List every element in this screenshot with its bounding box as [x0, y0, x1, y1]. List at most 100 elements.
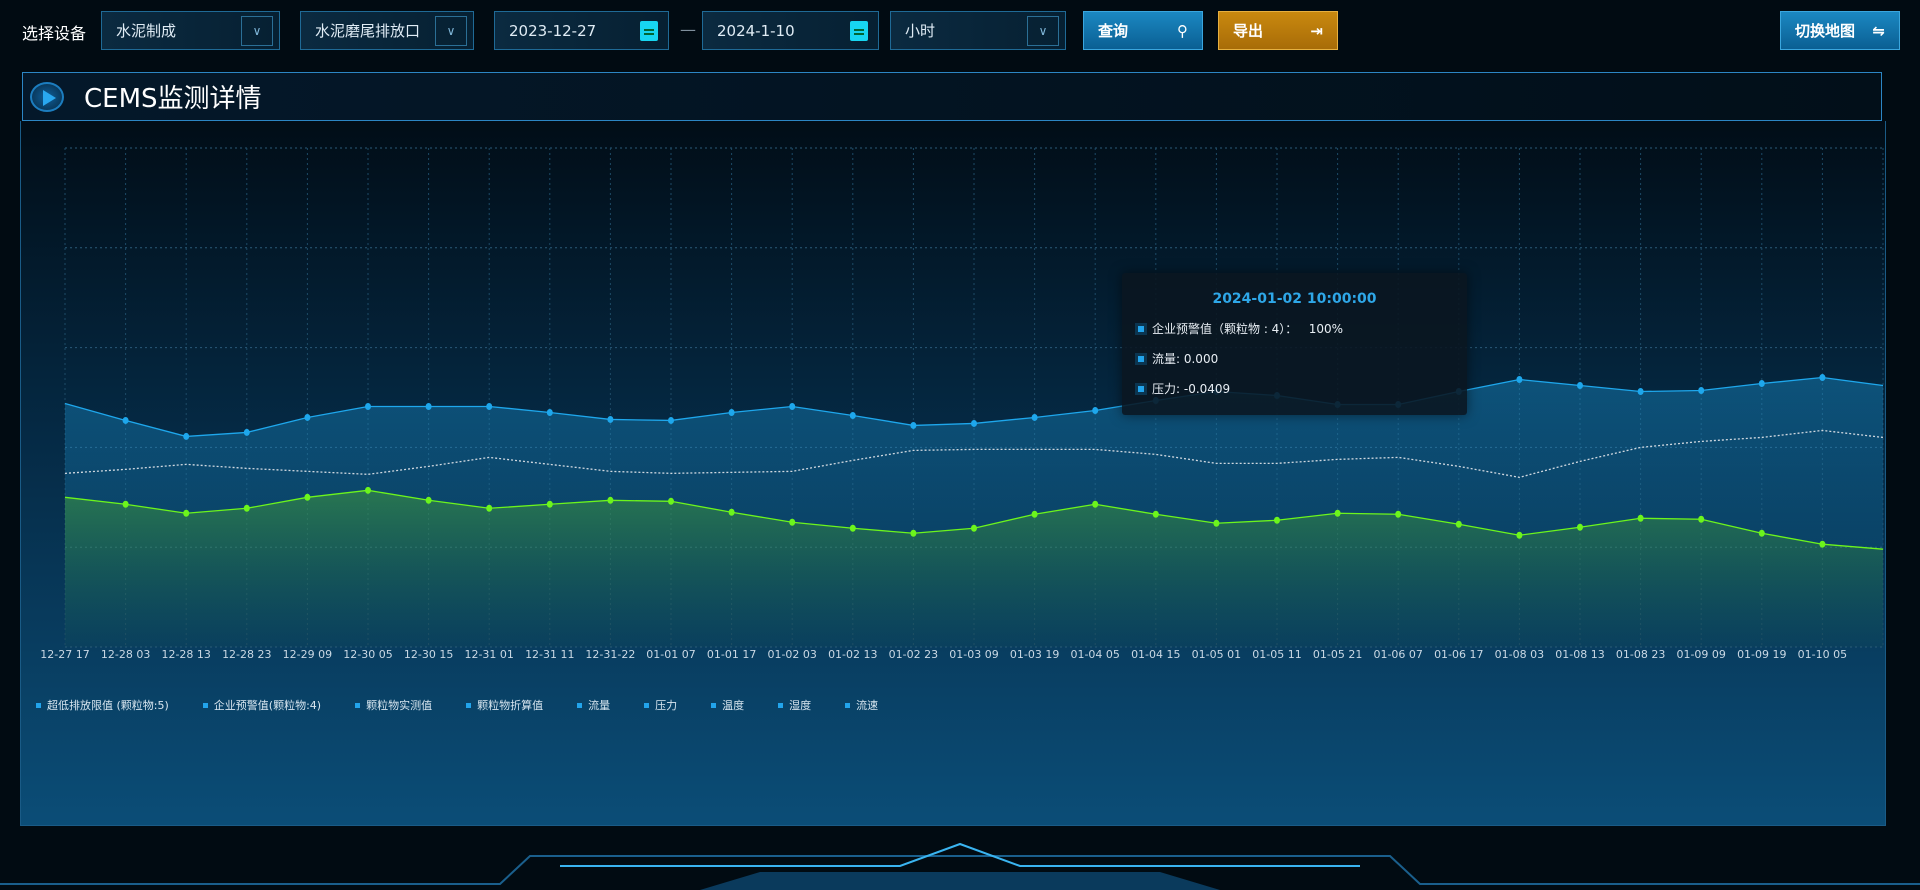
- chevron-down-icon: ∨: [435, 16, 467, 46]
- data-point: [1577, 382, 1583, 390]
- x-tick-label: 01-08 23: [1615, 648, 1666, 661]
- x-tick-label: 01-10 05: [1797, 648, 1848, 661]
- legend-marker-icon: [577, 702, 583, 708]
- data-point: [607, 415, 614, 423]
- data-point: [425, 496, 432, 504]
- data-point: [425, 402, 432, 410]
- legend-item[interactable]: 流速: [845, 697, 878, 713]
- data-point: [304, 413, 311, 421]
- device-select[interactable]: 水泥制成 ∨: [101, 11, 280, 50]
- x-tick-label: 12-27 17: [40, 648, 90, 661]
- data-point: [1758, 529, 1765, 537]
- play-icon: [30, 82, 64, 112]
- query-button[interactable]: 查询 ⚲: [1083, 11, 1203, 50]
- data-point: [789, 402, 796, 410]
- legend-item[interactable]: 流量: [577, 697, 610, 713]
- data-point: [365, 486, 371, 494]
- data-point: [486, 504, 493, 512]
- data-point: [1577, 523, 1583, 531]
- data-point: [971, 524, 977, 532]
- start-date-input[interactable]: 2023-12-27: [494, 11, 669, 50]
- bottom-decoration: [0, 842, 1920, 890]
- data-point: [1637, 388, 1644, 396]
- x-tick-label: 01-02 13: [828, 648, 878, 661]
- calendar-icon[interactable]: [850, 21, 868, 41]
- tooltip-row: 流量: 0.000: [1138, 350, 1467, 367]
- x-tick-label: 01-03 09: [949, 648, 999, 661]
- end-date-input[interactable]: 2024-1-10: [702, 11, 879, 50]
- legend-label: 流速: [856, 699, 879, 712]
- switch-map-button[interactable]: 切换地图 ⇋: [1780, 11, 1900, 50]
- x-tick-label: 01-01 07: [646, 648, 696, 661]
- data-point: [183, 509, 190, 517]
- x-tick-label: 01-05 11: [1252, 648, 1302, 661]
- legend-label: 超低排放限值 (颗粒物:5): [47, 699, 169, 712]
- export-label: 导出: [1233, 22, 1264, 40]
- tooltip: 2024-01-02 10:00:00 企业预警值（颗粒物 : 4）： 100%…: [1122, 273, 1467, 415]
- legend-label: 温度: [722, 699, 745, 712]
- data-point: [243, 504, 250, 512]
- data-point: [1334, 509, 1341, 517]
- legend-item[interactable]: 超低排放限值 (颗粒物:5): [36, 697, 169, 713]
- x-tick-label: 01-05 01: [1191, 648, 1242, 661]
- data-point: [728, 408, 735, 416]
- device-value: 水泥制成: [116, 22, 177, 40]
- data-point: [122, 416, 129, 424]
- calendar-icon[interactable]: [640, 21, 658, 41]
- query-label: 查询: [1098, 22, 1129, 40]
- data-point: [183, 432, 190, 440]
- data-point: [668, 416, 674, 424]
- line-chart[interactable]: [0, 0, 1920, 700]
- x-tick-label: 12-31-22: [585, 648, 636, 661]
- x-tick-label: 12-28 23: [222, 648, 272, 661]
- data-point: [607, 496, 614, 504]
- legend-item[interactable]: 颗粒物实测值: [355, 697, 432, 713]
- legend-marker-icon: [845, 702, 851, 708]
- chart-legend: 超低排放限值 (颗粒物:5) 企业预警值(颗粒物:4) 颗粒物实测值 颗粒物折算值 流量…: [36, 697, 878, 713]
- data-point: [243, 428, 250, 436]
- export-button[interactable]: 导出 ⇥: [1218, 11, 1338, 50]
- x-tick-label: 01-09 19: [1737, 648, 1787, 661]
- data-point: [1698, 515, 1705, 523]
- data-point: [1152, 510, 1159, 518]
- legend-item[interactable]: 压力: [644, 697, 677, 713]
- data-point: [789, 518, 796, 526]
- legend-marker-icon: [355, 702, 361, 708]
- outlet-select[interactable]: 水泥磨尾排放口 ∨: [300, 11, 474, 50]
- x-tick-label: 01-01 17: [706, 648, 757, 661]
- data-point: [1698, 387, 1705, 395]
- data-point: [365, 402, 371, 410]
- tooltip-time: 2024-01-02 10:00:00: [1212, 291, 1377, 307]
- data-point: [1031, 413, 1038, 421]
- legend-item[interactable]: 温度: [711, 697, 744, 713]
- granularity-select[interactable]: 小时 ∨: [890, 11, 1066, 50]
- data-point: [1092, 406, 1099, 414]
- chevron-down-icon: ∨: [241, 16, 273, 46]
- legend-item[interactable]: 企业预警值(颗粒物:4): [202, 697, 321, 713]
- x-tick-label: 12-29 09: [282, 648, 333, 661]
- legend-item[interactable]: 颗粒物折算值: [466, 697, 543, 713]
- data-point: [122, 500, 129, 508]
- x-tick-label: 01-03 19: [1009, 648, 1060, 661]
- x-tick-label: 01-04 05: [1070, 648, 1120, 661]
- x-tick-label: 12-28 03: [100, 648, 151, 661]
- legend-item[interactable]: 湿度: [778, 697, 811, 713]
- x-tick-label: 01-08 03: [1494, 648, 1545, 661]
- panel-header: [22, 72, 1882, 121]
- data-point: [1274, 516, 1280, 524]
- data-point: [1213, 519, 1220, 527]
- data-point: [546, 408, 553, 416]
- x-tick-label: 01-02 03: [767, 648, 817, 661]
- x-tick-label: 01-04 15: [1131, 648, 1181, 661]
- data-point: [1758, 380, 1765, 388]
- panel-title: CEMS监测详情: [84, 84, 262, 114]
- legend-marker-icon: [466, 702, 472, 708]
- legend-label: 颗粒物折算值: [477, 699, 544, 712]
- x-tick-label: 01-06 17: [1434, 648, 1484, 661]
- legend-marker-icon: [711, 702, 717, 708]
- x-tick-label: 12-30 05: [343, 648, 393, 661]
- search-icon: ⚲: [1177, 21, 1188, 40]
- device-label: 选择设备: [22, 24, 87, 43]
- start-date-value: 2023-12-27: [509, 21, 597, 40]
- x-tick-label: 01-06 07: [1373, 648, 1423, 661]
